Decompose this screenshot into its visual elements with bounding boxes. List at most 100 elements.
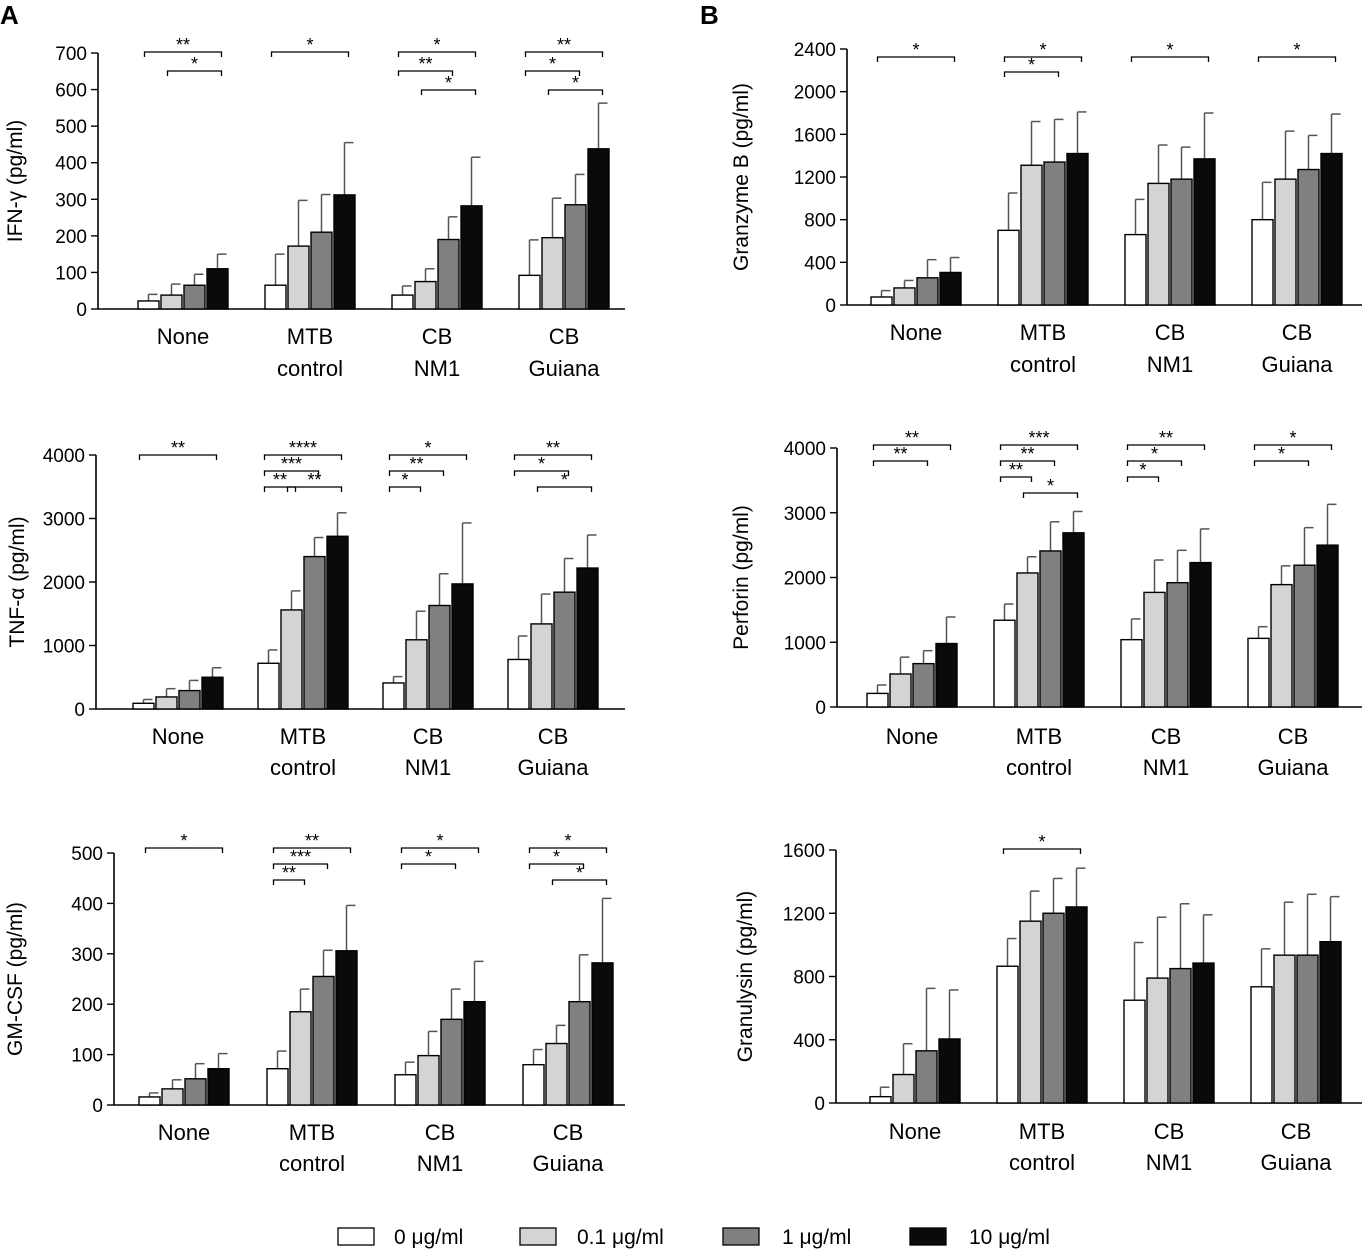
bar [452,584,473,709]
panel-label-b: B [700,0,719,30]
x-category-label: MTB [289,1120,335,1145]
significance-label: * [1278,444,1285,464]
significance-label: * [306,35,313,55]
legend-swatch-1 [520,1228,556,1245]
bar [1171,179,1192,305]
bar [441,1019,462,1105]
x-category-label: None [886,724,939,749]
x-category-label: CB [549,324,580,349]
bar [406,640,427,709]
legend-label-2: 1 μg/ml [782,1226,851,1249]
y-tick-label: 500 [55,117,87,138]
bar [327,536,348,709]
chart-tnf-alpha: 01000200030004000TNF-α (pg/ml)None MTBcon… [6,438,625,780]
bar [1252,220,1273,305]
legend-swatch-2 [723,1228,759,1245]
significance-label: * [572,73,579,93]
bar [523,1065,544,1105]
significance-label: * [425,847,432,867]
bar [288,246,309,309]
x-category-label: Guiana [533,1151,605,1176]
significance-label: * [549,54,556,74]
x-category-label: MTB [1016,724,1062,749]
bar [1275,179,1296,305]
chart-gm-csf: 0 100 200 300 400 500 GM-CSF (pg/ml) None MTB con… [4,831,625,1176]
x-category-label: CB [1151,724,1182,749]
y-tick-label: 1600 [783,841,825,862]
y-tick-label: 0 [74,700,85,721]
bar [1297,955,1318,1103]
x-category-label: CB [413,724,444,749]
y-tick-label: 800 [804,211,836,232]
y-tick-label: 400 [55,154,87,175]
y-tick-label: 300 [55,190,87,211]
significance-label: * [576,863,583,883]
x-category-label: NM1 [414,356,460,381]
x-category-label: Guiana [518,755,590,780]
y-tick-label: 2000 [43,573,85,594]
bar [258,663,279,709]
y-tick-label: 100 [55,263,87,284]
bar [1148,183,1169,305]
legend-swatch-3 [910,1228,946,1245]
x-category-label: CB [1278,724,1309,749]
bar [998,230,1019,305]
significance-label: * [553,847,560,867]
bar [940,272,961,305]
significance-label: * [436,831,443,851]
y-tick-label: 1200 [783,904,825,925]
bar [1125,235,1146,305]
bar [542,238,563,309]
significance-label: * [1028,55,1035,75]
bar [997,966,1018,1103]
bar [202,677,223,709]
significance-label: * [424,438,431,458]
y-tick-label: 4000 [784,439,826,460]
significance-label: * [1166,40,1173,60]
bar [1124,1000,1145,1103]
bar [1194,159,1215,305]
y-tick-label: 200 [71,995,103,1016]
x-category-label: CB [425,1120,456,1145]
significance-label: * [1289,428,1296,448]
bar [313,976,334,1105]
significance-label: ** [893,444,907,464]
y-tick-label: 0 [92,1096,103,1117]
bar [588,149,609,309]
significance-label: * [1038,832,1045,852]
x-category-label: control [279,1151,345,1176]
bar [867,693,888,707]
bar [138,301,159,309]
significance-label: ** [273,470,287,490]
bar [139,1097,160,1105]
bar [939,1039,960,1103]
significance-label: * [1151,444,1158,464]
significance-label: * [191,54,198,74]
bar [1040,551,1061,707]
y-tick-label: 0 [815,698,826,719]
bar [546,1044,567,1105]
bar [334,195,355,309]
significance-label: ** [418,54,432,74]
x-category-label: None [157,324,210,349]
bar [1298,170,1319,305]
significance-label: ** [546,438,560,458]
bar [1020,921,1041,1103]
legend-label-3: 10 μg/ml [969,1226,1050,1249]
x-category-label: control [1010,352,1076,377]
y-tick-label: 0 [76,300,87,321]
significance-label: * [180,831,187,851]
x-category-label: CB [1155,320,1186,345]
x-category-label: Guiana [1262,352,1334,377]
y-tick-label: 2400 [794,40,836,61]
bar [1193,963,1214,1103]
bar [531,624,552,709]
bar [415,282,436,309]
x-category-label: NM1 [1143,755,1189,780]
y-axis-title: Perforin (pg/ml) [730,505,753,650]
x-category-label: control [1006,755,1072,780]
significance-label: ** [282,863,296,883]
legend-swatch-0 [338,1228,374,1245]
y-tick-label: 3000 [784,504,826,525]
y-tick-label: 1200 [794,168,836,189]
